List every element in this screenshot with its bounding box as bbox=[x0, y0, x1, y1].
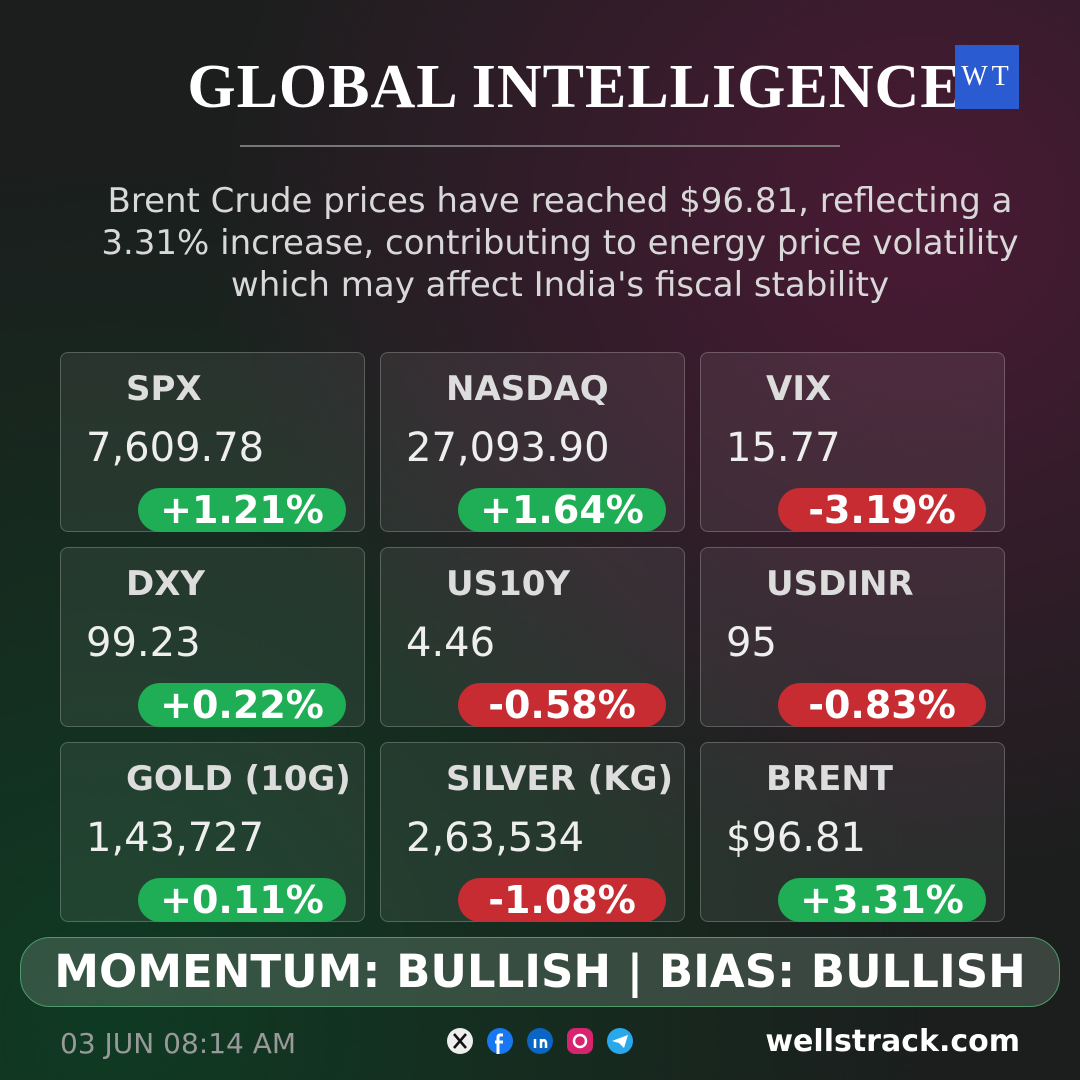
market-card: NASDAQ 27,093.90 +1.64% bbox=[380, 352, 685, 532]
change-pill: +0.22% bbox=[138, 683, 346, 727]
summary: Brent Crude prices have reached $96.81, … bbox=[101, 181, 1019, 305]
card-name: DXY bbox=[126, 564, 206, 604]
card-value: 2,63,534 bbox=[406, 815, 585, 861]
change-pill: +1.64% bbox=[458, 488, 666, 532]
card-value: 4.46 bbox=[406, 620, 496, 666]
market-card: GOLD (10G) 1,43,727 +0.11% bbox=[60, 742, 365, 922]
change-pill: -1.08% bbox=[458, 878, 666, 922]
card-value: $96.81 bbox=[726, 815, 866, 861]
date: 03 JUN 08:14 AM bbox=[60, 1027, 297, 1060]
change-pill: -0.58% bbox=[458, 683, 666, 727]
logo: WT bbox=[955, 45, 1019, 109]
change-pill: -0.83% bbox=[778, 683, 986, 727]
change-pill: +3.31% bbox=[778, 878, 986, 922]
market-card: BRENT $96.81 +3.31% bbox=[700, 742, 1005, 922]
card-name: GOLD (10G) bbox=[126, 759, 351, 799]
card-name: NASDAQ bbox=[446, 369, 609, 409]
market-card: DXY 99.23 +0.22% bbox=[60, 547, 365, 727]
market-card: VIX 15.77 -3.19% bbox=[700, 352, 1005, 532]
instagram-icon[interactable] bbox=[567, 1028, 593, 1054]
x-glyph bbox=[453, 1033, 467, 1049]
card-name: BRENT bbox=[766, 759, 893, 799]
card-value: 99.23 bbox=[86, 620, 201, 666]
website: wellstrack.com bbox=[765, 1024, 1020, 1059]
change-pill: -3.19% bbox=[778, 488, 986, 532]
market-card: SILVER (KG) 2,63,534 -1.08% bbox=[380, 742, 685, 922]
market-card: USDINR 95 -0.83% bbox=[700, 547, 1005, 727]
instagram-glyph bbox=[572, 1033, 588, 1049]
card-value: 1,43,727 bbox=[86, 815, 265, 861]
telegram-glyph bbox=[612, 1035, 628, 1048]
card-value: 27,093.90 bbox=[406, 425, 610, 471]
card-value: 7,609.78 bbox=[86, 425, 265, 471]
card-value: 95 bbox=[726, 620, 777, 666]
card-value: 15.77 bbox=[726, 425, 841, 471]
change-pill: +0.11% bbox=[138, 878, 346, 922]
change-pill: +1.21% bbox=[138, 488, 346, 532]
title: GLOBAL INTELLIGENCE bbox=[187, 53, 963, 121]
card-name: USDINR bbox=[766, 564, 914, 604]
card-name: SPX bbox=[126, 369, 202, 409]
card-name: SILVER (KG) bbox=[446, 759, 674, 799]
market-card: SPX 7,609.78 +1.21% bbox=[60, 352, 365, 532]
social-icons bbox=[447, 1028, 633, 1054]
card-name: VIX bbox=[766, 369, 832, 409]
market-card: US10Y 4.46 -0.58% bbox=[380, 547, 685, 727]
facebook-glyph bbox=[495, 1033, 503, 1054]
linkedin-glyph bbox=[533, 1039, 548, 1048]
divider bbox=[240, 145, 840, 147]
card-name: US10Y bbox=[446, 564, 571, 604]
sentiment-banner: MOMENTUM: BULLISH | BIAS: BULLISH bbox=[20, 937, 1060, 1007]
